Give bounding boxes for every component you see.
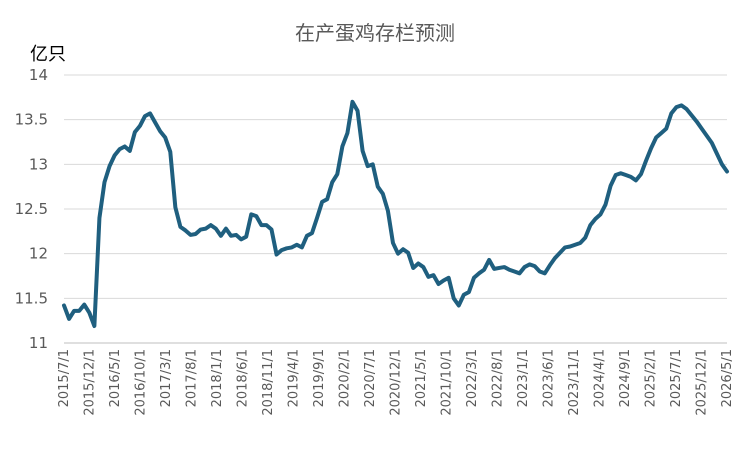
x-axis-ticks: 2015/7/1 2015/12/1 2016/5/1 2016/10/1 2017/3…: [57, 349, 735, 416]
chart-title: 在产蛋鸡存栏预测: [295, 21, 455, 45]
y-tick-label: 11: [29, 334, 48, 352]
y-tick-label: 13.5: [15, 111, 48, 129]
x-tick-label: 2016/10/1: [134, 349, 149, 416]
x-tick-label: 2023/6/1: [542, 349, 557, 407]
y-tick-label: 13: [29, 155, 48, 173]
x-tick-label: 2023/1/1: [516, 349, 531, 407]
x-tick-label: 2019/4/1: [287, 349, 302, 407]
x-tick-label: 2020/2/1: [338, 349, 353, 407]
y-tick-label: 12.5: [15, 200, 48, 218]
x-tick-label: 2020/12/1: [389, 349, 404, 416]
x-tick-label: 2023/11/1: [567, 349, 582, 416]
x-tick-label: 2018/6/1: [236, 349, 251, 407]
y-tick-label: 11.5: [15, 289, 48, 307]
x-tick-label: 2022/8/1: [491, 349, 506, 407]
x-tick-label: 2017/3/1: [159, 349, 174, 407]
x-tick-label: 2026/5/1: [720, 349, 735, 407]
x-tick-label: 2018/1/1: [210, 349, 225, 407]
x-tick-label: 2025/2/1: [644, 349, 659, 407]
x-tick-label: 2021/5/1: [414, 349, 429, 407]
x-tick-label: 2024/9/1: [618, 349, 633, 407]
x-tick-label: 2017/8/1: [185, 349, 200, 407]
y-tick-label: 14: [29, 66, 48, 84]
x-tick-label: 2018/11/1: [261, 349, 276, 416]
x-tick-label: 2015/7/1: [57, 349, 72, 407]
x-tick-label: 2016/5/1: [108, 349, 123, 407]
x-tick-label: 2021/10/1: [440, 349, 455, 416]
series-line: [62, 99, 729, 329]
x-tick-label: 2019/9/1: [312, 349, 327, 407]
series-layer: [62, 99, 729, 329]
y-axis-ticks: 11 11.5 12 12.5 13 13.5 14: [15, 66, 48, 352]
gridlines: [64, 74, 727, 299]
x-tick-label: 2020/7/1: [363, 349, 378, 407]
x-tick-label: 2025/12/1: [695, 349, 710, 416]
y-axis-unit: 亿只: [30, 44, 66, 65]
x-tick-label: 2015/12/1: [83, 349, 98, 416]
y-tick-label: 12: [29, 245, 48, 263]
x-tick-label: 2022/3/1: [465, 349, 480, 407]
x-tick-label: 2024/4/1: [593, 349, 608, 407]
x-tick-label: 2025/7/1: [669, 349, 684, 407]
